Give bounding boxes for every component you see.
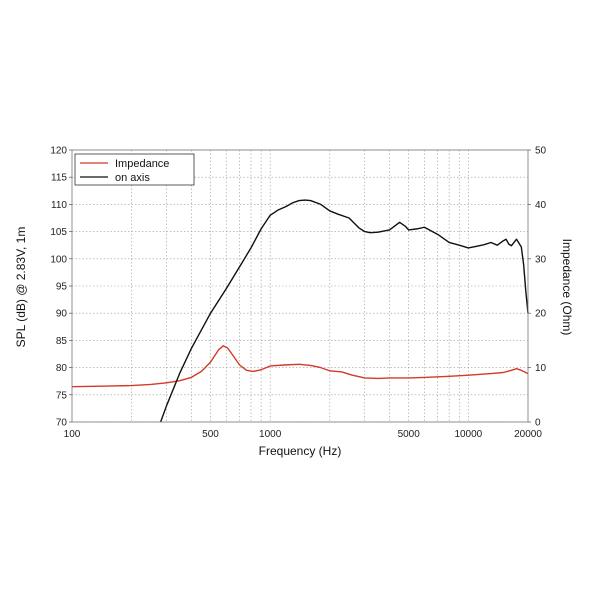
left-tick-label: 70: [56, 418, 68, 429]
x-tick-label: 100: [64, 429, 81, 440]
impedance-curve: [71, 345, 529, 388]
legend: Impedance on axis: [74, 153, 195, 186]
on-axis-curve: [159, 199, 529, 423]
series-curves: [71, 199, 529, 423]
left-tick-label: 105: [50, 227, 67, 238]
right-tick-label: 20: [535, 309, 547, 320]
legend-box: [74, 153, 195, 186]
left-axis-title: SPL (dB) @ 2.83V, 1m: [14, 227, 28, 348]
x-tick-label: 500: [202, 429, 219, 440]
left-tick-label: 110: [51, 200, 67, 211]
x-tick-label: 5000: [398, 429, 421, 440]
left-tick-label: 75: [56, 390, 68, 401]
left-tick-label: 85: [56, 336, 68, 347]
left-axis-ticks: 70 75 80 85 90 95 100 105 110 115 120: [50, 146, 72, 429]
right-tick-label: 10: [535, 363, 547, 374]
right-tick-label: 40: [535, 200, 547, 211]
right-axis-title: Impedance (Ohm): [560, 239, 574, 336]
left-tick-label: 100: [50, 254, 67, 265]
legend-label-impedance: Impedance: [115, 158, 169, 170]
x-tick-label: 10000: [454, 429, 482, 440]
left-tick-label: 95: [56, 282, 68, 293]
x-tick-label: 20000: [514, 429, 542, 440]
right-axis-ticks: 0 10 20 30 40 50: [528, 146, 547, 429]
right-tick-label: 30: [535, 254, 547, 265]
legend-label-on-axis: on axis: [115, 172, 150, 184]
left-tick-label: 115: [51, 173, 67, 184]
right-tick-label: 0: [535, 418, 541, 429]
left-tick-label: 90: [56, 309, 68, 320]
x-axis-ticks: 100 500 1000 5000 10000 20000: [64, 429, 543, 440]
right-tick-label: 50: [535, 146, 547, 157]
left-tick-label: 120: [50, 146, 67, 157]
x-axis-title: Frequency (Hz): [259, 444, 342, 458]
x-tick-label: 1000: [259, 429, 282, 440]
left-tick-label: 80: [56, 363, 68, 374]
